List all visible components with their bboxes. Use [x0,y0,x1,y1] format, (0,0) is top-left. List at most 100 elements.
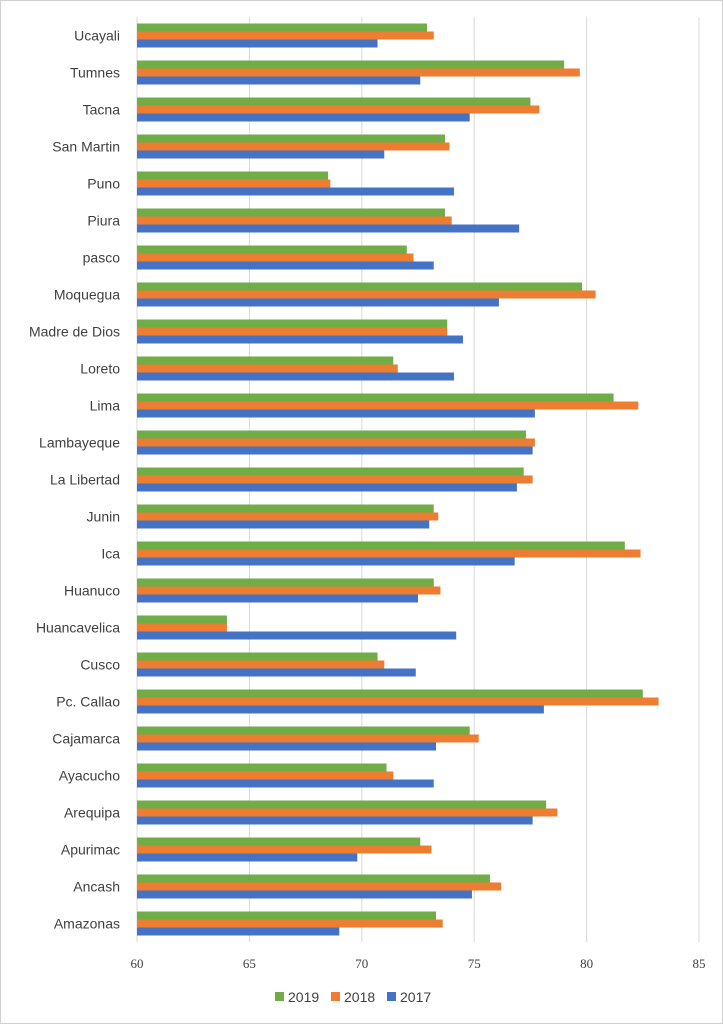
category-label: Lima [90,398,121,414]
bar-2018-moquegua [137,290,596,299]
bar-2018-arequipa [137,808,558,817]
bar-2017-la-libertad [137,483,517,492]
category-label: Ancash [73,879,120,895]
category-label: Loreto [80,361,120,377]
bar-2017-cusco [137,668,416,677]
category-label: Huanuco [64,583,120,599]
bar-2019-apurimac [137,837,421,846]
bar-2017-puno [137,187,454,196]
bar-2019-tacna [137,97,531,106]
bar-2017-lima [137,409,535,418]
bar-2018-ayacucho [137,771,394,780]
bar-2019-ancash [137,874,490,883]
bar-2018-huanuco [137,586,441,595]
bar-2018-tumnes [137,68,580,77]
bar-2018-tacna [137,105,540,114]
category-label: Amazonas [54,916,120,932]
bar-2019-arequipa [137,800,547,809]
bar-2019-cajamarca [137,726,470,735]
legend-label-2019: 2019 [288,989,319,1005]
bar-2018-ica [137,549,641,558]
bar-2018-la-libertad [137,475,533,484]
category-labels: Ucayali Tumnes Tacna San Martin Puno Piura pas… [29,28,120,932]
bar-2017-apurimac [137,853,358,862]
bar-2019-ucayali [137,23,427,32]
category-label: Lambayeque [39,435,120,451]
legend-swatch-2017 [387,992,396,1001]
bar-2017-pc-callao [137,705,544,714]
category-label: Puno [87,176,120,192]
bar-2018-san-martin [137,142,450,151]
bar-2018-madre-de-dios [137,327,448,336]
bar-2018-piura [137,216,452,225]
bar-2019-puno [137,171,329,180]
bar-2019-tumnes [137,60,565,69]
bar-2017-piura [137,224,520,233]
bars [137,23,659,936]
category-label: Junin [87,509,120,525]
category-label: San Martin [52,139,120,155]
category-label: Tumnes [70,65,120,81]
bar-2019-moquegua [137,282,583,291]
bar-2018-apurimac [137,845,432,854]
category-label: Huancavelica [36,620,120,636]
bar-2018-cusco [137,660,385,669]
category-label: Ayacucho [59,768,120,784]
bar-2019-ayacucho [137,763,387,772]
category-label: pasco [83,250,121,266]
x-tick-label: 80 [580,956,593,971]
bar-2018-cajamarca [137,734,479,743]
bar-2019-junin [137,504,434,513]
x-tick-label: 60 [131,956,144,971]
bar-2017-amazonas [137,927,340,936]
bar-2017-tumnes [137,76,421,85]
category-label: Apurimac [61,842,120,858]
x-tick-label: 75 [468,956,481,971]
bar-2017-pasco [137,261,434,270]
bar-2018-junin [137,512,439,521]
bar-2017-lambayeque [137,446,533,455]
bar-2019-pasco [137,245,407,254]
bar-2017-tacna [137,113,470,122]
bar-2018-ucayali [137,31,434,40]
bar-2017-ucayali [137,39,378,48]
category-label: Ica [101,546,120,562]
bar-2017-loreto [137,372,454,381]
bar-2019-huanuco [137,578,434,587]
bar-2017-huanuco [137,594,418,603]
bar-2017-madre-de-dios [137,335,463,344]
category-label: Moquegua [54,287,120,303]
bar-2018-huancavelica [137,623,227,632]
bar-2017-moquegua [137,298,499,307]
bar-2019-loreto [137,356,394,365]
category-label: Arequipa [64,805,120,821]
category-label: La Libertad [50,472,120,488]
legend: 2019 2018 2017 [275,989,431,1005]
x-tick-labels: 60 65 70 75 80 85 [131,956,706,971]
bar-2019-huancavelica [137,615,227,624]
bar-2017-ancash [137,890,472,899]
bar-2017-cajamarca [137,742,436,751]
bar-2018-loreto [137,364,398,373]
category-label: Cusco [80,657,120,673]
bar-2018-puno [137,179,331,188]
bar-2019-cusco [137,652,378,661]
category-label: Piura [87,213,120,229]
legend-label-2018: 2018 [344,989,375,1005]
legend-label-2017: 2017 [400,989,431,1005]
bar-2018-lambayeque [137,438,535,447]
bar-2017-san-martin [137,150,385,159]
category-label: Ucayali [74,28,120,44]
x-tick-label: 85 [693,956,706,971]
bar-2019-ica [137,541,625,550]
bar-2019-san-martin [137,134,445,143]
bar-2019-lima [137,393,614,402]
bar-2018-lima [137,401,639,410]
bar-2018-amazonas [137,919,443,928]
legend-swatch-2018 [331,992,340,1001]
x-tick-label: 65 [243,956,256,971]
bar-2018-pc-callao [137,697,659,706]
bar-2018-ancash [137,882,502,891]
bar-2019-amazonas [137,911,436,920]
